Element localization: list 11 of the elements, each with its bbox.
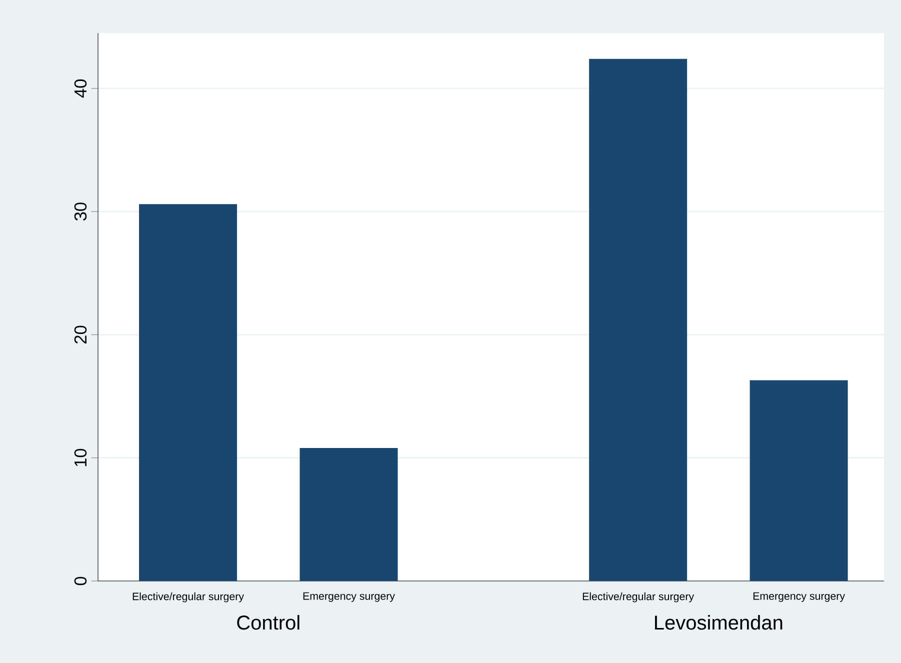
x-tick-label: Emergency surgery — [303, 592, 395, 602]
text: Levosimendan — [655, 615, 782, 630]
text: Control — [237, 615, 300, 630]
y-tick-label: 10 — [74, 448, 87, 466]
x-tick-label: Emergency surgery — [753, 592, 846, 602]
y-tick-label: 30 — [74, 202, 87, 221]
y-tick-label: 20 — [74, 326, 87, 344]
x-tick-label: Elective/regular surgery — [582, 592, 694, 602]
y-tick-label: 0 — [74, 576, 87, 586]
x-tick-label: Elective/regular surgery — [132, 592, 244, 602]
y-tick-label: 40 — [74, 79, 87, 98]
